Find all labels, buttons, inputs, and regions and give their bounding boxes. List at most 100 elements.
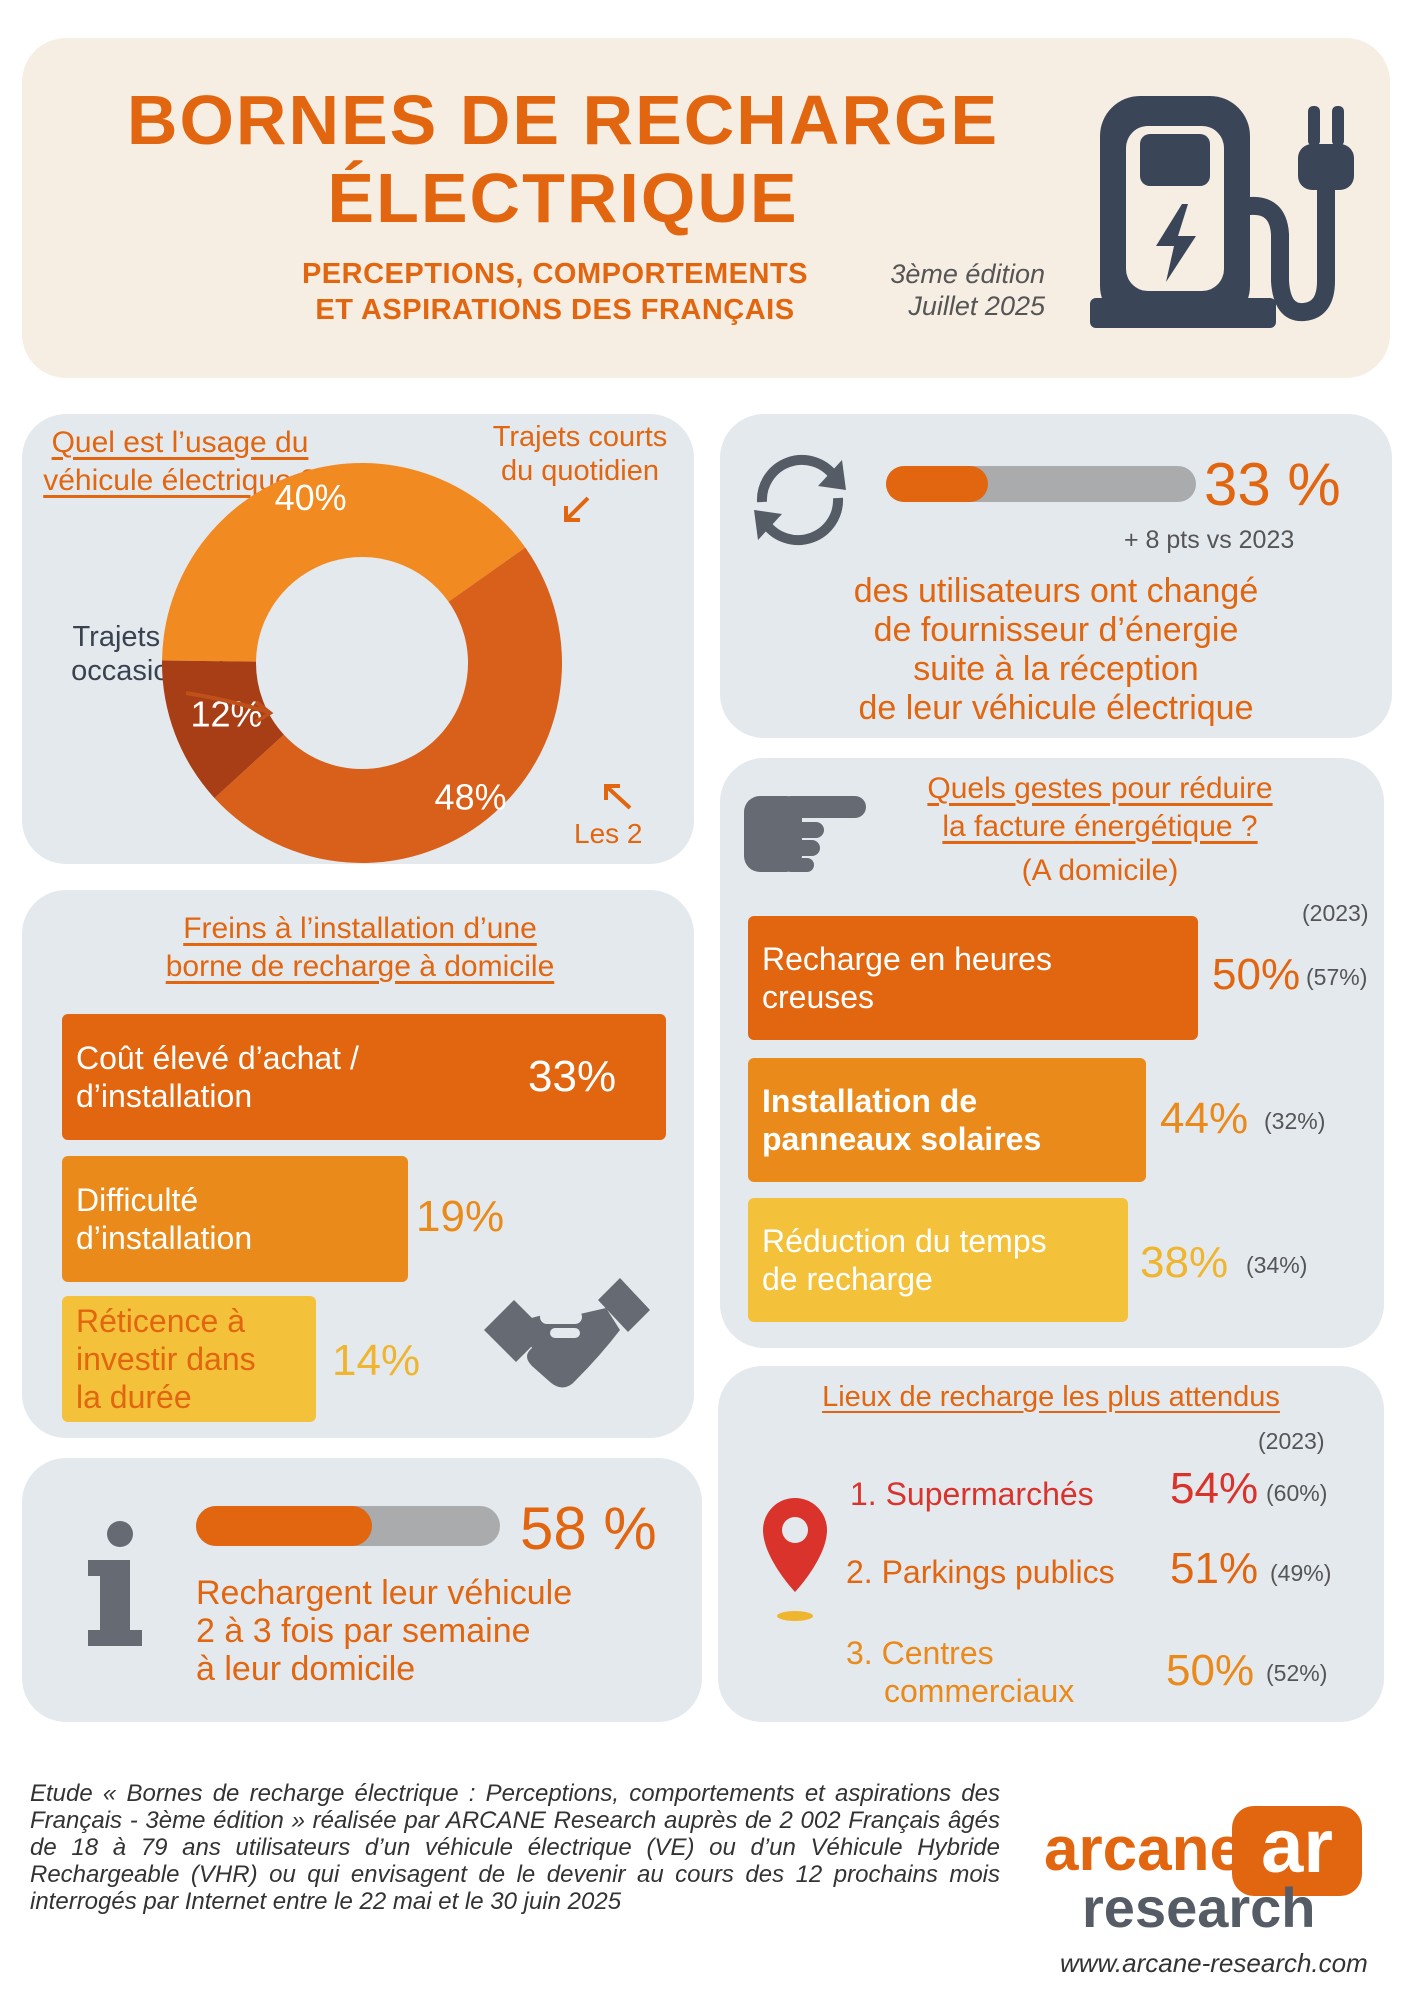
place-label: Centres [881, 1635, 994, 1671]
supplier-progress-track [886, 466, 1196, 502]
barrier-value: 14% [332, 1336, 421, 1385]
gesture-label: Recharge en heures [762, 941, 1052, 977]
place-item-3: 3. Centres commerciaux [846, 1634, 1074, 1710]
barrier-label: Difficulté [76, 1182, 199, 1218]
barrier-bar-2: Difficulté d’installation [62, 1156, 408, 1282]
gestures-year-header: (2023) [1302, 900, 1369, 926]
brand-subname: research [1082, 1876, 1316, 1939]
place-value: 50% [1166, 1646, 1255, 1695]
subtitle-line1: PERCEPTIONS, COMPORTEMENTS [301, 258, 809, 290]
gesture-prev-value: (32%) [1264, 1108, 1326, 1134]
place-item-2: 2. Parkings publics [846, 1554, 1115, 1591]
refresh-arrows-icon [754, 454, 846, 546]
usage-donut-chart: 40%48%12% [162, 463, 632, 863]
gesture-label: creuses [762, 979, 875, 1015]
place-rank: 1. [850, 1476, 877, 1512]
gesture-label: Installation de [762, 1083, 978, 1119]
usage-title-line1: Quel est l’usage du [51, 426, 309, 459]
barriers-title-line1: Freins à l’installation d’une [183, 912, 537, 945]
place-prev-value: (60%) [1266, 1480, 1328, 1506]
arrow-long-icon [185, 691, 269, 714]
place-rank: 2. [846, 1554, 873, 1590]
label-both: Les 2 [574, 818, 643, 849]
arrow-long-head-icon [254, 700, 274, 724]
gesture-prev-value: (57%) [1306, 964, 1368, 990]
home-line3: à leur domicile [196, 1650, 416, 1688]
arrow-short-head-icon [564, 506, 580, 522]
gesture-prev-value: (34%) [1246, 1252, 1308, 1278]
website-link[interactable]: www.arcane-research.com [1060, 1948, 1368, 1978]
place-label: Parkings publics [881, 1554, 1115, 1590]
page-subtitle: PERCEPTIONS, COMPORTEMENTS ET ASPIRATION… [270, 256, 840, 328]
charging-station-icon [1090, 96, 1354, 328]
label-short-line2: du quotidien [500, 455, 660, 487]
barriers-title: Freins à l’installation d’une borne de r… [80, 910, 640, 986]
barrier-bar-3: Réticence à investir dans la durée [62, 1296, 316, 1422]
arrow-both-icon [604, 784, 632, 810]
donut-slice [162, 463, 526, 662]
page-title-line1: BORNES DE RECHARGE [126, 81, 1000, 159]
place-item-1: 1. Supermarchés [850, 1476, 1094, 1513]
barriers-title-line2: borne de recharge à domicile [165, 950, 555, 983]
donut-label: 40% [275, 477, 347, 518]
label-short-trips: Trajets courts du quotidien [470, 420, 690, 488]
gesture-bar-1: Recharge en heures creuses [748, 916, 1198, 1040]
gesture-bar-2: Installation de panneaux solaires [748, 1058, 1146, 1182]
label-short-line1: Trajets courts [492, 421, 668, 453]
home-percent: 58 % [520, 1495, 657, 1562]
places-year-header: (2023) [1258, 1428, 1325, 1454]
edition-info: 3ème édition Juillet 2025 [840, 258, 1045, 322]
gesture-label: panneaux solaires [762, 1121, 1042, 1157]
brand-name: arcane [1044, 1815, 1244, 1884]
barrier-value: 19% [416, 1192, 505, 1241]
place-prev-value: (49%) [1270, 1560, 1332, 1586]
supplier-delta: + 8 pts vs 2023 [1124, 526, 1295, 554]
gestures-subtitle: (A domicile) [1021, 854, 1179, 887]
supplier-line2: de fournisseur d’énergie [873, 611, 1239, 649]
edition-label: 3ème édition [890, 259, 1045, 289]
supplier-line3: suite à la réception [913, 650, 1199, 688]
gestures-title-line1: Quels gestes pour réduire [927, 772, 1273, 805]
place-prev-value: (52%) [1266, 1660, 1328, 1686]
edition-date: Juillet 2025 [908, 291, 1045, 321]
home-line1: Rechargent leur véhicule [196, 1574, 573, 1612]
home-progress-fill [196, 1506, 373, 1546]
subtitle-line2: ET ASPIRATIONS DES FRANÇAIS [315, 294, 795, 326]
barrier-label: d’installation [76, 1078, 253, 1114]
info-icon [88, 1521, 142, 1646]
home-charging-card [22, 1458, 702, 1722]
gesture-label: de recharge [762, 1261, 933, 1297]
donut-label: 48% [435, 777, 507, 818]
pointing-hand-icon [744, 796, 866, 872]
gestures-title: Quels gestes pour réduire la facture éne… [880, 770, 1320, 846]
donut-slice [214, 547, 562, 863]
supplier-line1: des utilisateurs ont changé [853, 572, 1259, 610]
arrow-short-icon [564, 496, 590, 522]
barrier-label: investir dans [76, 1341, 256, 1377]
usage-title: Quel est l’usage du véhicule électrique … [30, 424, 330, 500]
barrier-label: Réticence à [76, 1303, 245, 1339]
barrier-label: la durée [76, 1379, 192, 1415]
place-label: commerciaux [884, 1673, 1075, 1709]
supplier-percent: 33 % [1204, 451, 1341, 518]
gestures-title-line2: la facture énergétique ? [942, 810, 1258, 843]
handshake-icon [484, 1278, 650, 1388]
gesture-value: 44% [1160, 1094, 1249, 1143]
barrier-label: d’installation [76, 1220, 253, 1256]
map-pin-icon [763, 1498, 827, 1621]
place-label: Supermarchés [885, 1476, 1094, 1512]
study-description: Etude « Bornes de recharge électrique : … [30, 1780, 1000, 1915]
supplier-progress-fill [886, 466, 989, 502]
supplier-line4: de leur véhicule électrique [858, 689, 1254, 727]
arrow-both-head-icon [604, 784, 620, 800]
page-title-line2: ÉLECTRIQUE [327, 159, 799, 237]
place-value: 51% [1170, 1544, 1259, 1593]
gesture-value: 38% [1140, 1238, 1229, 1287]
barrier-label: Coût élevé d’achat / [76, 1040, 359, 1076]
gesture-bar-3: Réduction du temps de recharge [748, 1198, 1128, 1322]
gesture-label: Réduction du temps [762, 1223, 1047, 1259]
home-progress-track [196, 1506, 500, 1546]
gesture-value: 50% [1212, 950, 1301, 999]
supplier-description: des utilisateurs ont changé de fournisse… [720, 572, 1392, 728]
place-rank: 3. [846, 1635, 873, 1671]
